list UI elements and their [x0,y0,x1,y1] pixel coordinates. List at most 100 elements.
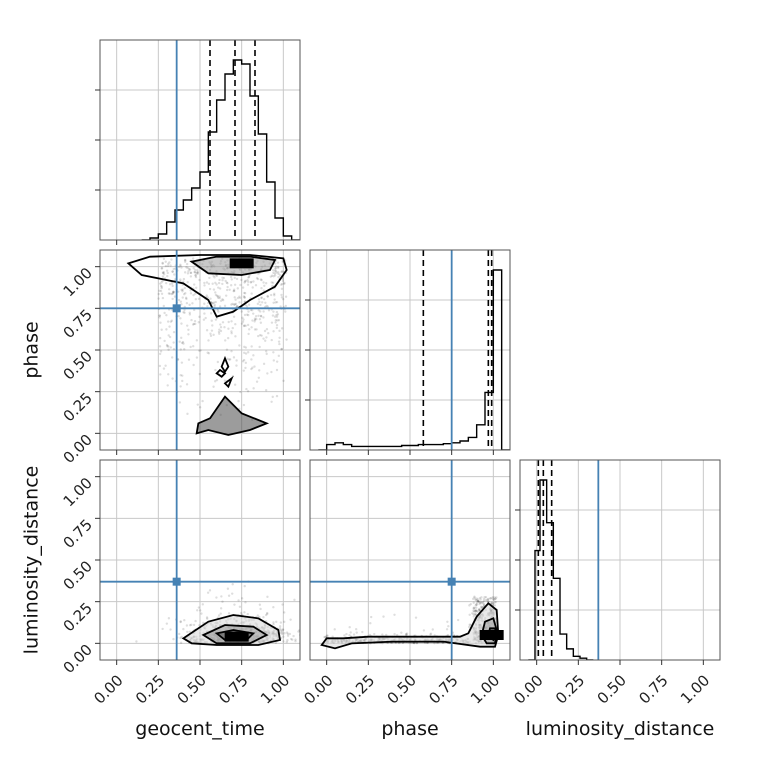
sample-point [286,632,290,636]
sample-point [171,270,174,273]
sample-point [185,266,188,269]
sample-point [187,267,191,271]
sample-point [218,278,221,282]
sample-point [226,587,230,590]
sample-point [214,318,218,321]
sample-point [251,366,254,369]
sample-point [487,597,490,601]
sample-point [262,297,266,301]
sample-point [468,623,471,626]
sample-point [170,258,173,261]
sample-point [183,308,186,312]
sample-point [247,275,251,279]
sample-point [283,632,286,635]
sample-point [231,592,234,595]
sample-point [275,324,279,327]
sample-point [235,305,239,308]
sample-point [244,346,248,349]
sample-point [233,296,236,299]
sample-point [251,286,254,289]
sample-point [272,310,275,313]
sample-point [481,600,485,604]
sample-point [259,315,263,318]
sample-point [348,625,351,629]
truth-marker [447,577,456,586]
sample-point [494,597,497,600]
sample-point [181,379,184,383]
sample-point [489,597,492,600]
sample-point [219,329,223,333]
sample-point [280,270,283,274]
sample-point [262,310,265,313]
sample-point [484,599,488,602]
sample-point [230,332,233,335]
sample-point [472,606,475,610]
sample-point [172,341,175,344]
sample-point [275,271,278,274]
sample-point [177,298,181,302]
sample-point [242,358,246,362]
sample-point [188,313,192,316]
sample-point [264,301,267,304]
sample-point [242,318,245,321]
sample-point [242,324,246,328]
sample-point [473,595,476,598]
sample-point [187,333,190,336]
grid [520,460,720,660]
sample-point [274,319,278,322]
histogram-geocent_time [141,59,300,240]
sample-point [182,342,185,345]
sample-point [231,326,234,330]
sample-point [179,636,182,640]
sample-point [223,304,227,308]
contour-line [195,395,270,436]
sample-point [256,302,260,306]
sample-point [282,379,285,382]
sample-point [260,278,263,282]
sample-point [158,314,162,318]
sample-point [270,400,273,403]
sample-point [211,282,214,285]
sample-point [474,598,477,601]
sample-point [162,271,165,275]
sample-point [177,290,180,293]
sample-point [164,264,168,268]
sample-point [239,283,242,287]
sample-point [246,278,249,282]
x-tick-label: 0.75 [425,671,461,707]
sample-point [194,275,198,279]
sample-point [217,296,220,300]
sample-point [227,320,230,324]
sample-point [475,609,479,613]
sample-point [274,641,278,644]
sample-point [183,286,187,290]
sample-point [247,313,250,317]
sample-point [192,308,196,312]
sample-point [238,344,241,347]
sample-point [493,598,496,601]
sample-point [276,261,280,264]
sample-point [161,262,164,265]
sample-point [218,328,221,331]
sample-point [207,282,211,285]
contours [126,254,288,436]
sample-point [280,631,284,634]
sample-point [228,358,232,361]
sample-point [216,309,219,312]
sample-point [243,291,246,295]
sample-point [480,606,483,610]
sample-point [171,284,174,288]
sample-point [160,285,164,288]
sample-point [258,603,262,606]
sample-point [160,292,164,295]
sample-point [393,613,396,616]
sample-point [197,297,201,301]
x-tick-label: 0.25 [342,671,378,707]
sample-point [238,605,242,608]
sample-point [202,318,206,321]
sample-point [212,301,216,304]
sample-point [177,265,181,269]
sample-point [171,290,175,294]
sample-point [280,347,284,351]
sample-point [253,365,256,368]
